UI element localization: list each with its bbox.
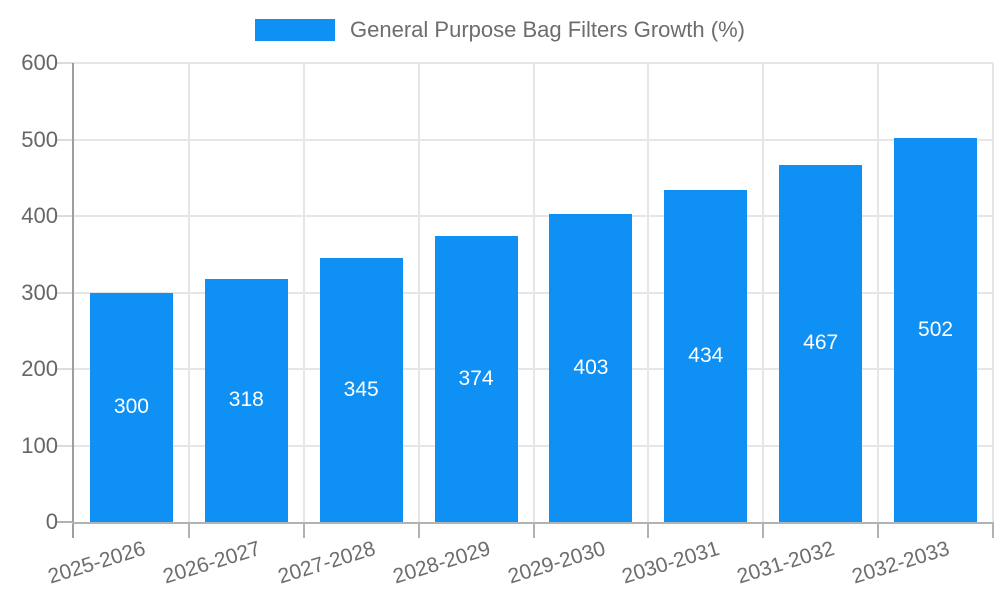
y-axis-tick	[56, 368, 74, 370]
y-axis-label: 0	[45, 509, 58, 534]
y-axis-label: 600	[21, 50, 58, 75]
bar-value-label: 300	[113, 395, 149, 419]
bar[interactable]: 318	[204, 278, 288, 522]
x-axis-tick	[762, 522, 765, 538]
y-axis-tick	[56, 291, 74, 294]
bar[interactable]: 434	[664, 189, 748, 522]
legend-label: General Purpose Bag Filters Growth (%)	[350, 17, 745, 42]
x-axis-tick	[877, 522, 880, 538]
bar-value-label: 467	[803, 331, 839, 355]
bar[interactable]: 374	[434, 235, 518, 522]
legend: General Purpose Bag Filters Growth (%)	[0, 17, 1000, 43]
bar-value-label: 502	[918, 317, 954, 341]
bar-value-label: 374	[458, 366, 494, 390]
y-axis-line	[72, 63, 74, 538]
x-axis-tick	[302, 522, 305, 538]
legend-swatch	[255, 19, 336, 41]
v-gridline	[877, 63, 880, 522]
bar[interactable]: 345	[319, 258, 403, 522]
bar[interactable]: 502	[894, 137, 978, 522]
v-gridline	[647, 63, 650, 522]
y-axis-tick	[56, 138, 74, 141]
y-axis-tick	[56, 62, 74, 64]
v-gridline	[187, 63, 190, 522]
x-axis-tick	[532, 522, 535, 538]
bar-value-label: 434	[688, 343, 724, 367]
y-axis-label: 300	[21, 279, 58, 305]
v-gridline	[302, 63, 305, 522]
y-axis-label: 400	[21, 203, 58, 228]
v-gridline	[762, 63, 765, 522]
x-axis-label: 2029-2030	[504, 537, 608, 589]
bar-value-label: 403	[573, 355, 609, 379]
bar[interactable]: 467	[779, 164, 863, 522]
v-gridline	[532, 63, 535, 522]
y-axis-tick	[56, 215, 74, 217]
v-gridline	[992, 63, 994, 522]
x-axis-tick	[417, 522, 420, 538]
v-gridline	[417, 63, 420, 522]
x-axis-tick	[187, 522, 190, 538]
y-axis-tick	[56, 444, 74, 447]
x-axis-label: 2025-2026	[45, 537, 149, 589]
y-axis-label: 200	[21, 356, 58, 381]
bar-value-label: 318	[228, 388, 264, 412]
x-axis-label: 2028-2029	[390, 537, 493, 589]
bar[interactable]: 300	[89, 292, 173, 522]
x-axis-label: 2026-2027	[160, 537, 264, 589]
x-axis-label: 2032-2033	[849, 537, 953, 589]
x-axis-line	[72, 522, 993, 524]
x-axis-label: 2030-2031	[619, 537, 723, 589]
x-axis-tick	[647, 522, 650, 538]
y-axis-label: 100	[21, 432, 58, 458]
x-axis-label: 2027-2028	[275, 537, 378, 589]
y-axis-label: 500	[21, 126, 58, 152]
x-axis-tick	[992, 522, 994, 538]
bar[interactable]: 403	[549, 213, 633, 522]
y-axis-tick	[56, 521, 74, 523]
bar-value-label: 345	[343, 378, 379, 402]
x-axis-label: 2031-2032	[734, 537, 838, 589]
